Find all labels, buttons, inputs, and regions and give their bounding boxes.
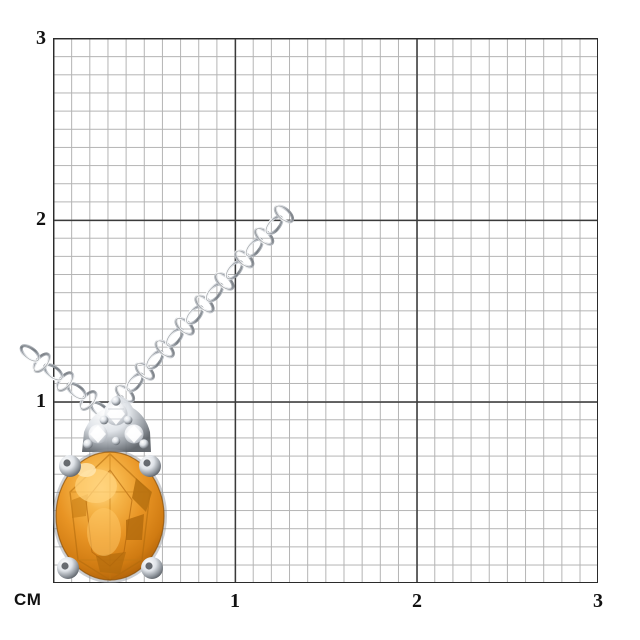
unit-label-cm: CM [14,590,42,609]
x-tick-1: 1 [230,590,240,612]
x-tick-2: 2 [412,590,422,612]
y-tick-3: 3 [36,27,46,49]
centimeter-grid [53,38,598,583]
x-tick-3: 3 [593,590,603,612]
y-tick-2: 2 [36,208,46,230]
y-tick-1: 1 [36,390,46,412]
